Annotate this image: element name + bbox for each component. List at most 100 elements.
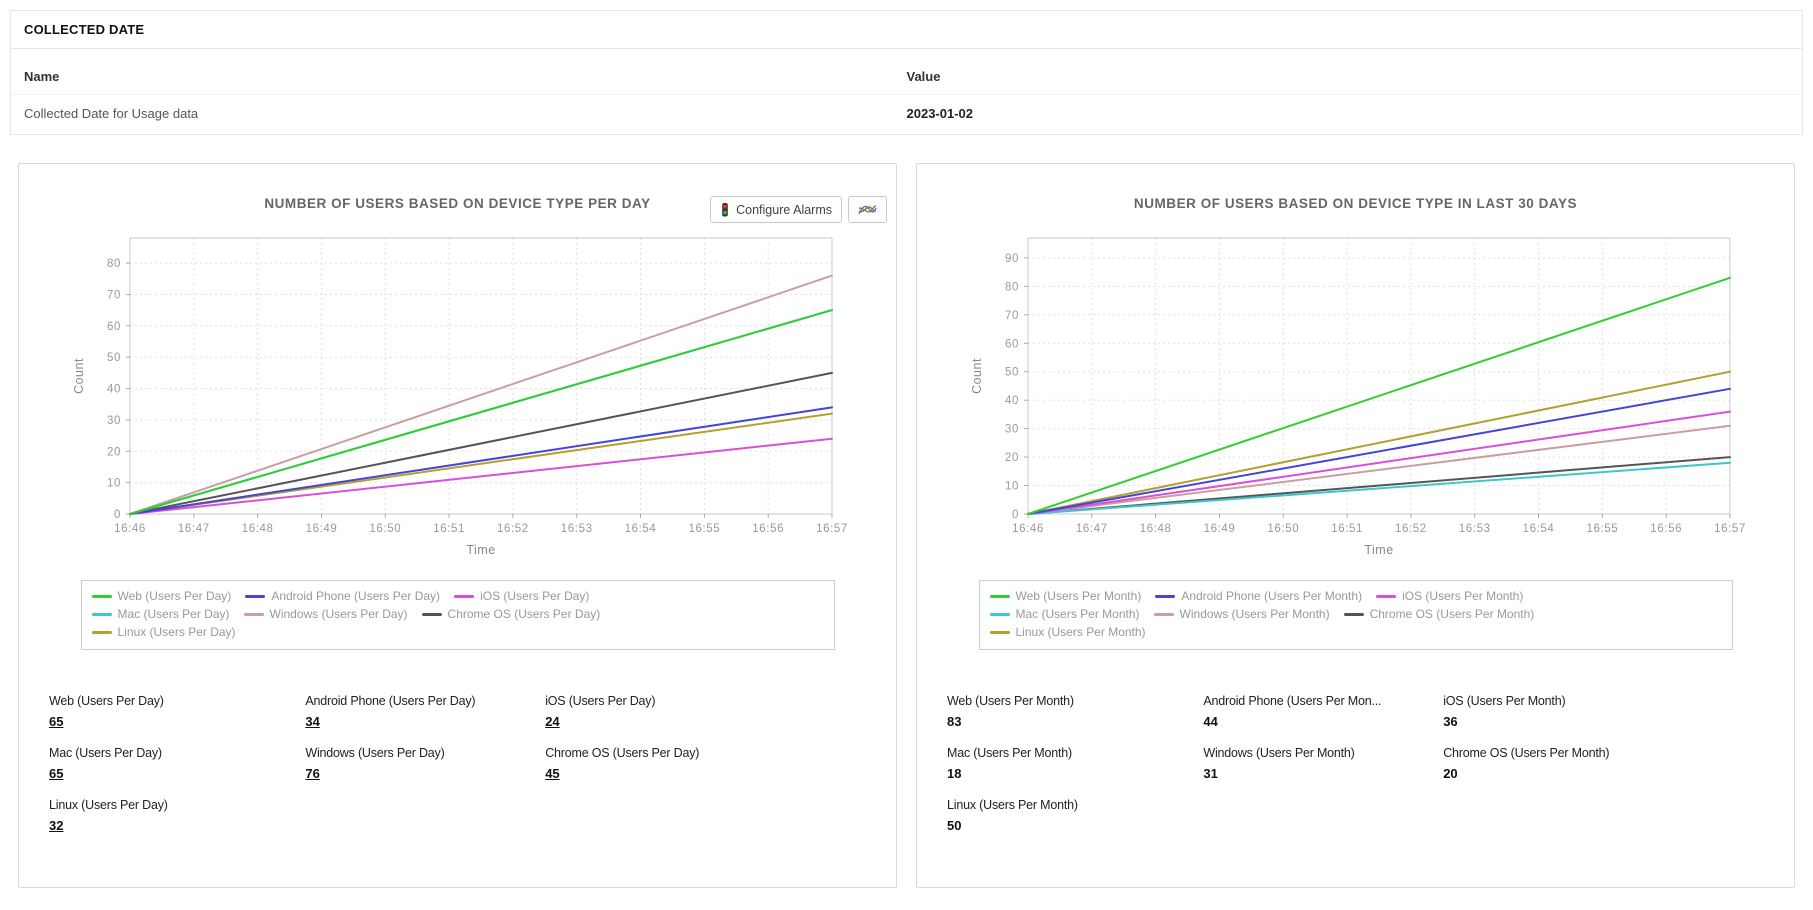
svg-text:16:50: 16:50 — [1267, 523, 1299, 535]
legend-swatch — [91, 630, 112, 634]
legend-item: iOS (Users Per Month) — [1376, 589, 1523, 603]
users-per-month-panel: NUMBER OF USERS BASED ON DEVICE TYPE IN … — [916, 163, 1795, 888]
stat-item: Web (Users Per Day) 65 — [49, 694, 305, 731]
svg-text:80: 80 — [1005, 281, 1019, 293]
svg-text:16:51: 16:51 — [1331, 523, 1363, 535]
legend-item: Windows (Users Per Month) — [1153, 607, 1330, 621]
svg-text:30: 30 — [1005, 424, 1019, 436]
legend-swatch — [91, 594, 112, 598]
stat-value-link[interactable]: 45 — [545, 766, 560, 781]
svg-text:30: 30 — [107, 415, 121, 427]
svg-text:16:48: 16:48 — [1139, 523, 1171, 535]
legend-swatch — [245, 594, 266, 598]
row-value: 2023-01-02 — [906, 106, 974, 121]
stat-item: Android Phone (Users Per Day) 34 — [305, 694, 545, 731]
legend-swatch — [1155, 594, 1176, 598]
stat-value: 83 — [947, 714, 962, 729]
stat-value-link[interactable]: 65 — [49, 766, 64, 781]
chart-type-button[interactable] — [848, 196, 887, 223]
stat-label: Mac (Users Per Day) — [49, 746, 162, 760]
svg-text:70: 70 — [1005, 310, 1019, 322]
svg-text:16:49: 16:49 — [305, 523, 337, 535]
legend-swatch — [243, 612, 264, 616]
legend-item: Linux (Users Per Day) — [91, 625, 236, 639]
row-name: Collected Date for Usage data — [24, 106, 199, 121]
svg-text:16:57: 16:57 — [816, 523, 848, 535]
legend-swatch — [1376, 594, 1397, 598]
stat-value: 31 — [1203, 766, 1218, 781]
chart-legend: Web (Users Per Day) Android Phone (Users… — [80, 580, 835, 650]
svg-text:40: 40 — [1005, 395, 1019, 407]
stat-label: iOS (Users Per Day) — [545, 694, 656, 708]
stat-label: Web (Users Per Month) — [947, 694, 1074, 708]
svg-text:0: 0 — [1012, 509, 1019, 521]
stat-value: 20 — [1443, 766, 1458, 781]
legend-item: Android Phone (Users Per Month) — [1155, 589, 1362, 603]
legend-swatch — [989, 630, 1010, 634]
legend-item: Windows (Users Per Day) — [243, 607, 408, 621]
stat-item: Android Phone (Users Per Mon... 44 — [1203, 694, 1443, 731]
svg-text:10: 10 — [1005, 481, 1019, 493]
stat-label: Chrome OS (Users Per Month) — [1443, 746, 1610, 760]
legend-swatch — [989, 594, 1010, 598]
svg-text:40: 40 — [107, 384, 121, 396]
table-row: Collected Date for Usage data 2023-01-02 — [11, 95, 1802, 134]
svg-text:16:48: 16:48 — [241, 523, 273, 535]
svg-text:16:52: 16:52 — [1395, 523, 1427, 535]
stat-value-link[interactable]: 34 — [305, 714, 320, 729]
legend-swatch — [989, 612, 1010, 616]
chart-legend: Web (Users Per Month) Android Phone (Use… — [978, 580, 1733, 650]
stat-label: Mac (Users Per Month) — [947, 746, 1072, 760]
svg-text:60: 60 — [107, 321, 121, 333]
stat-label: Windows (Users Per Month) — [1203, 746, 1355, 760]
stat-value: 50 — [947, 818, 962, 833]
svg-text:16:47: 16:47 — [1075, 523, 1107, 535]
svg-text:16:56: 16:56 — [1650, 523, 1682, 535]
legend-swatch — [454, 594, 475, 598]
stat-value-link[interactable]: 65 — [49, 714, 64, 729]
legend-item: Linux (Users Per Month) — [989, 625, 1146, 639]
legend-item: Web (Users Per Day) — [91, 589, 231, 603]
svg-text:16:53: 16:53 — [1458, 523, 1490, 535]
stat-label: Web (Users Per Day) — [49, 694, 164, 708]
column-header-name: Name — [24, 69, 60, 84]
svg-text:16:56: 16:56 — [752, 523, 784, 535]
stat-value-link[interactable]: 32 — [49, 818, 64, 833]
svg-text:16:57: 16:57 — [1714, 523, 1746, 535]
svg-text:16:46: 16:46 — [114, 523, 146, 535]
svg-text:50: 50 — [1005, 367, 1019, 379]
stat-value: 44 — [1203, 714, 1218, 729]
svg-text:16:46: 16:46 — [1012, 523, 1044, 535]
svg-text:20: 20 — [107, 446, 121, 458]
users-per-day-chart: 0 10 20 30 40 50 60 70 80 16:46 16:47 16:48 16:49 16:… — [72, 237, 848, 557]
svg-text:Count: Count — [72, 358, 86, 394]
configure-alarms-button[interactable]: Configure Alarms — [710, 196, 842, 223]
stat-item: Mac (Users Per Month) 18 — [947, 746, 1203, 783]
svg-text:16:53: 16:53 — [560, 523, 592, 535]
stat-label: Linux (Users Per Month) — [947, 798, 1078, 812]
configure-alarms-label: Configure Alarms — [736, 202, 832, 217]
svg-text:90: 90 — [1005, 253, 1019, 265]
stat-value-link[interactable]: 76 — [305, 766, 320, 781]
legend-item: Chrome OS (Users Per Day) — [421, 607, 600, 621]
stat-item: Windows (Users Per Month) 31 — [1203, 746, 1443, 783]
stat-item: Windows (Users Per Day) 76 — [305, 746, 545, 783]
svg-text:50: 50 — [107, 352, 121, 364]
svg-text:16:54: 16:54 — [624, 523, 656, 535]
chart-title: NUMBER OF USERS BASED ON DEVICE TYPE IN … — [1133, 196, 1578, 211]
stats-grid: Web (Users Per Month) 83 Android Phone (U… — [917, 650, 1794, 835]
stats-grid: Web (Users Per Day) 65 Android Phone (Use… — [19, 650, 896, 835]
legend-item: iOS (Users Per Day) — [454, 589, 589, 603]
legend-item: Mac (Users Per Month) — [989, 607, 1140, 621]
stat-item: Linux (Users Per Month) 50 — [947, 798, 1203, 835]
stat-label: Linux (Users Per Day) — [49, 798, 168, 812]
svg-text:16:47: 16:47 — [177, 523, 209, 535]
legend-swatch — [91, 612, 112, 616]
legend-item: Android Phone (Users Per Day) — [245, 589, 440, 603]
stat-value-link[interactable]: 24 — [545, 714, 560, 729]
stat-item: Web (Users Per Month) 83 — [947, 694, 1203, 731]
legend-item: Mac (Users Per Day) — [91, 607, 230, 621]
column-header-value: Value — [906, 69, 941, 84]
svg-text:0: 0 — [114, 509, 121, 521]
svg-text:70: 70 — [107, 290, 121, 302]
